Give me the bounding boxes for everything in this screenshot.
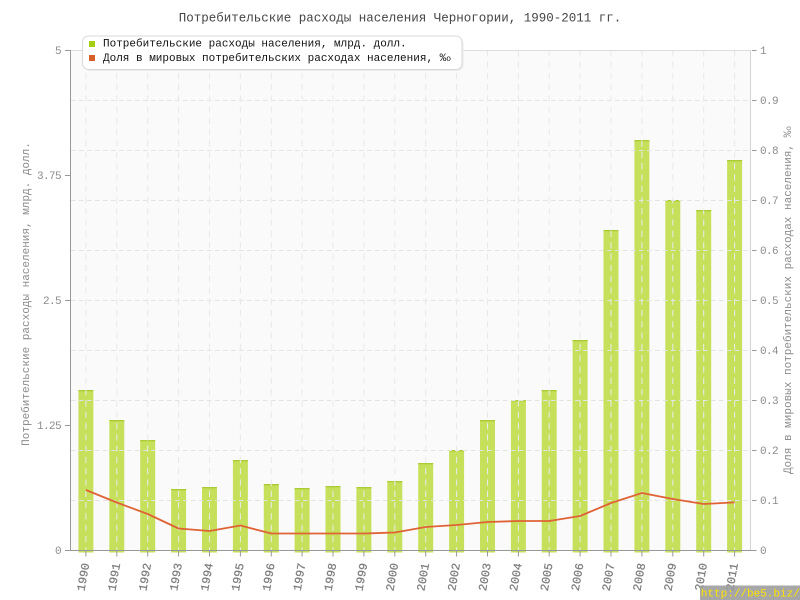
svg-text:2007: 2007 — [600, 562, 619, 592]
svg-text:0.3: 0.3 — [760, 396, 778, 408]
svg-text:Потребительские расходы населе: Потребительские расходы населения, млрд.… — [20, 142, 33, 446]
svg-text:http://be5.biz/: http://be5.biz/ — [701, 588, 800, 600]
svg-text:2001: 2001 — [414, 562, 433, 592]
svg-text:2006: 2006 — [569, 562, 588, 592]
svg-text:2003: 2003 — [476, 562, 495, 592]
svg-text:1998: 1998 — [322, 562, 341, 592]
svg-text:0.8: 0.8 — [760, 146, 778, 158]
svg-text:0: 0 — [55, 546, 61, 558]
svg-text:1994: 1994 — [198, 562, 217, 592]
svg-text:1: 1 — [760, 46, 767, 58]
svg-text:Доля в мировых потребительских: Доля в мировых потребительских расходах … — [782, 126, 795, 474]
svg-text:0: 0 — [760, 546, 766, 558]
svg-text:1995: 1995 — [229, 562, 248, 592]
svg-text:Потребительские расходы населе: Потребительские расходы населения, млрд.… — [103, 38, 407, 51]
svg-text:0.5: 0.5 — [760, 296, 778, 308]
svg-text:0.9: 0.9 — [760, 96, 778, 108]
svg-text:5: 5 — [55, 46, 61, 58]
svg-text:2008: 2008 — [631, 562, 650, 592]
svg-text:2004: 2004 — [507, 562, 526, 592]
svg-text:2005: 2005 — [538, 562, 557, 592]
svg-text:1996: 1996 — [260, 562, 279, 592]
svg-text:0.6: 0.6 — [760, 246, 778, 258]
svg-text:1999: 1999 — [353, 562, 372, 592]
svg-text:1992: 1992 — [136, 562, 155, 592]
svg-text:0.1: 0.1 — [760, 496, 779, 508]
svg-text:Потребительские расходы населе: Потребительские расходы населения Черног… — [179, 12, 622, 26]
svg-text:1.25: 1.25 — [37, 421, 61, 433]
svg-text:2000: 2000 — [383, 562, 402, 592]
svg-text:2009: 2009 — [661, 562, 680, 592]
svg-text:1993: 1993 — [167, 562, 186, 592]
svg-text:1997: 1997 — [291, 562, 310, 592]
svg-text:3.75: 3.75 — [37, 171, 61, 183]
svg-text:2010: 2010 — [692, 562, 711, 592]
svg-text:0.4: 0.4 — [760, 346, 779, 358]
svg-text:2002: 2002 — [445, 562, 464, 592]
svg-text:2.5: 2.5 — [43, 296, 61, 308]
svg-text:1990: 1990 — [75, 562, 94, 592]
svg-text:0.2: 0.2 — [760, 446, 778, 458]
svg-text:Доля в мировых потребительских: Доля в мировых потребительских расходах … — [103, 52, 451, 65]
svg-text:2011: 2011 — [723, 562, 742, 592]
svg-text:0.7: 0.7 — [760, 196, 778, 208]
svg-text:1991: 1991 — [105, 562, 124, 592]
